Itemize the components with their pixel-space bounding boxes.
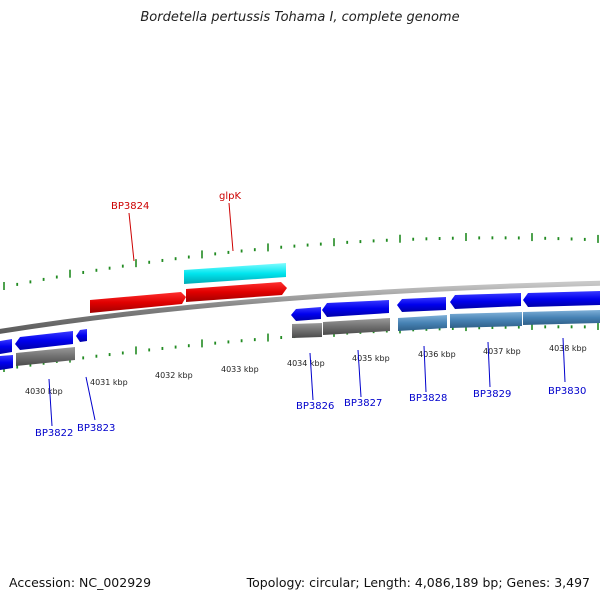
rna-glpK-bar[interactable]: [184, 263, 286, 284]
gray-feature-4[interactable]: [323, 318, 390, 335]
scale-label-4033: 4033 kbp: [221, 365, 259, 374]
leader-glpK: [228, 202, 234, 252]
upper-tick-track: [3, 233, 599, 290]
gene-bp3829-arrow[interactable]: [450, 293, 521, 309]
gene-bp3823-arrow[interactable]: [15, 331, 73, 350]
leader-bp3829: [487, 341, 491, 388]
gene-label-bp3827[interactable]: BP3827: [344, 398, 382, 409]
gene-label-glpK[interactable]: glpK: [219, 191, 241, 202]
genome-title: Bordetella pertussis Tohama I, complete …: [140, 10, 460, 25]
gray-feature-1[interactable]: [0, 355, 13, 370]
gene-label-bp3822[interactable]: BP3822: [35, 428, 73, 439]
gene-label-bp3829[interactable]: BP3829: [473, 389, 511, 400]
gray-feature-2[interactable]: [16, 347, 75, 366]
scale-label-4031: 4031 kbp: [90, 378, 128, 387]
gene-bp3822-arrow[interactable]: [0, 339, 12, 354]
scale-label-4035: 4035 kbp: [352, 354, 390, 363]
gene-label-bp3828[interactable]: BP3828: [409, 393, 447, 404]
gene-bp3828-arrow[interactable]: [397, 297, 446, 312]
gene-label-bp3824[interactable]: BP3824: [111, 201, 149, 212]
leader-bp3827: [357, 349, 362, 398]
gene-bp3830-arrow[interactable]: [523, 291, 600, 307]
scale-labels: 4030 kbp 4031 kbp 4032 kbp 4033 kbp 4034…: [25, 344, 587, 396]
gene-label-bp3823[interactable]: BP3823: [77, 423, 115, 434]
leader-bp3826: [309, 352, 314, 401]
scale-label-4038: 4038 kbp: [549, 344, 587, 353]
gene-label-bp3826[interactable]: BP3826: [296, 401, 334, 412]
accession-text: Accession: NC_002929: [9, 575, 152, 590]
leader-bp3828: [423, 345, 427, 393]
scale-label-4030: 4030 kbp: [25, 387, 63, 396]
forward-strand-features: [90, 263, 287, 313]
gene-bp3824-arrow[interactable]: [90, 292, 186, 313]
steel-feature-1[interactable]: [398, 315, 447, 331]
leader-bp3824: [128, 212, 135, 262]
steel-feature-2[interactable]: [450, 312, 522, 328]
genome-stats-text: Topology: circular; Length: 4,086,189 bp…: [246, 575, 590, 590]
scale-label-4032: 4032 kbp: [155, 371, 193, 380]
gene-bp3826-arrow[interactable]: [291, 307, 321, 321]
leader-bp3822: [48, 378, 53, 427]
gene-labels: BP3824 glpK BP3822 BP3823 BP3826 BP3827 …: [35, 191, 586, 439]
gene-bp3825-arrow[interactable]: [186, 282, 287, 302]
scale-label-4036: 4036 kbp: [418, 350, 456, 359]
gray-feature-3[interactable]: [292, 323, 322, 338]
gene-bp3823b-arrow[interactable]: [76, 329, 87, 342]
scale-label-4034: 4034 kbp: [287, 359, 325, 368]
leader-bp3830: [562, 337, 566, 383]
genome-backbone: [0, 280, 600, 334]
reverse-strand-features: [0, 291, 600, 370]
leader-lines: [48, 202, 566, 427]
scale-label-4037: 4037 kbp: [483, 347, 521, 356]
leader-bp3823: [85, 376, 96, 421]
gene-label-bp3830[interactable]: BP3830: [548, 386, 586, 397]
steel-feature-3[interactable]: [523, 310, 600, 325]
gene-bp3827-arrow[interactable]: [322, 300, 389, 317]
